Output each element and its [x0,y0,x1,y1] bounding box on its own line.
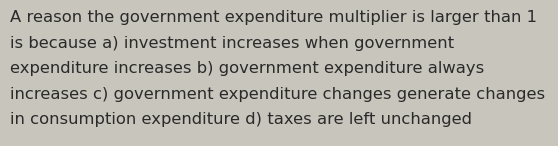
Text: is because a) investment increases when government: is because a) investment increases when … [10,36,454,51]
Text: increases c) government expenditure changes generate changes: increases c) government expenditure chan… [10,87,545,102]
Text: in consumption expenditure d) taxes are left unchanged: in consumption expenditure d) taxes are … [10,112,472,127]
Text: A reason the government expenditure multiplier is larger than 1: A reason the government expenditure mult… [10,10,537,25]
Text: expenditure increases b) government expenditure always: expenditure increases b) government expe… [10,61,484,76]
